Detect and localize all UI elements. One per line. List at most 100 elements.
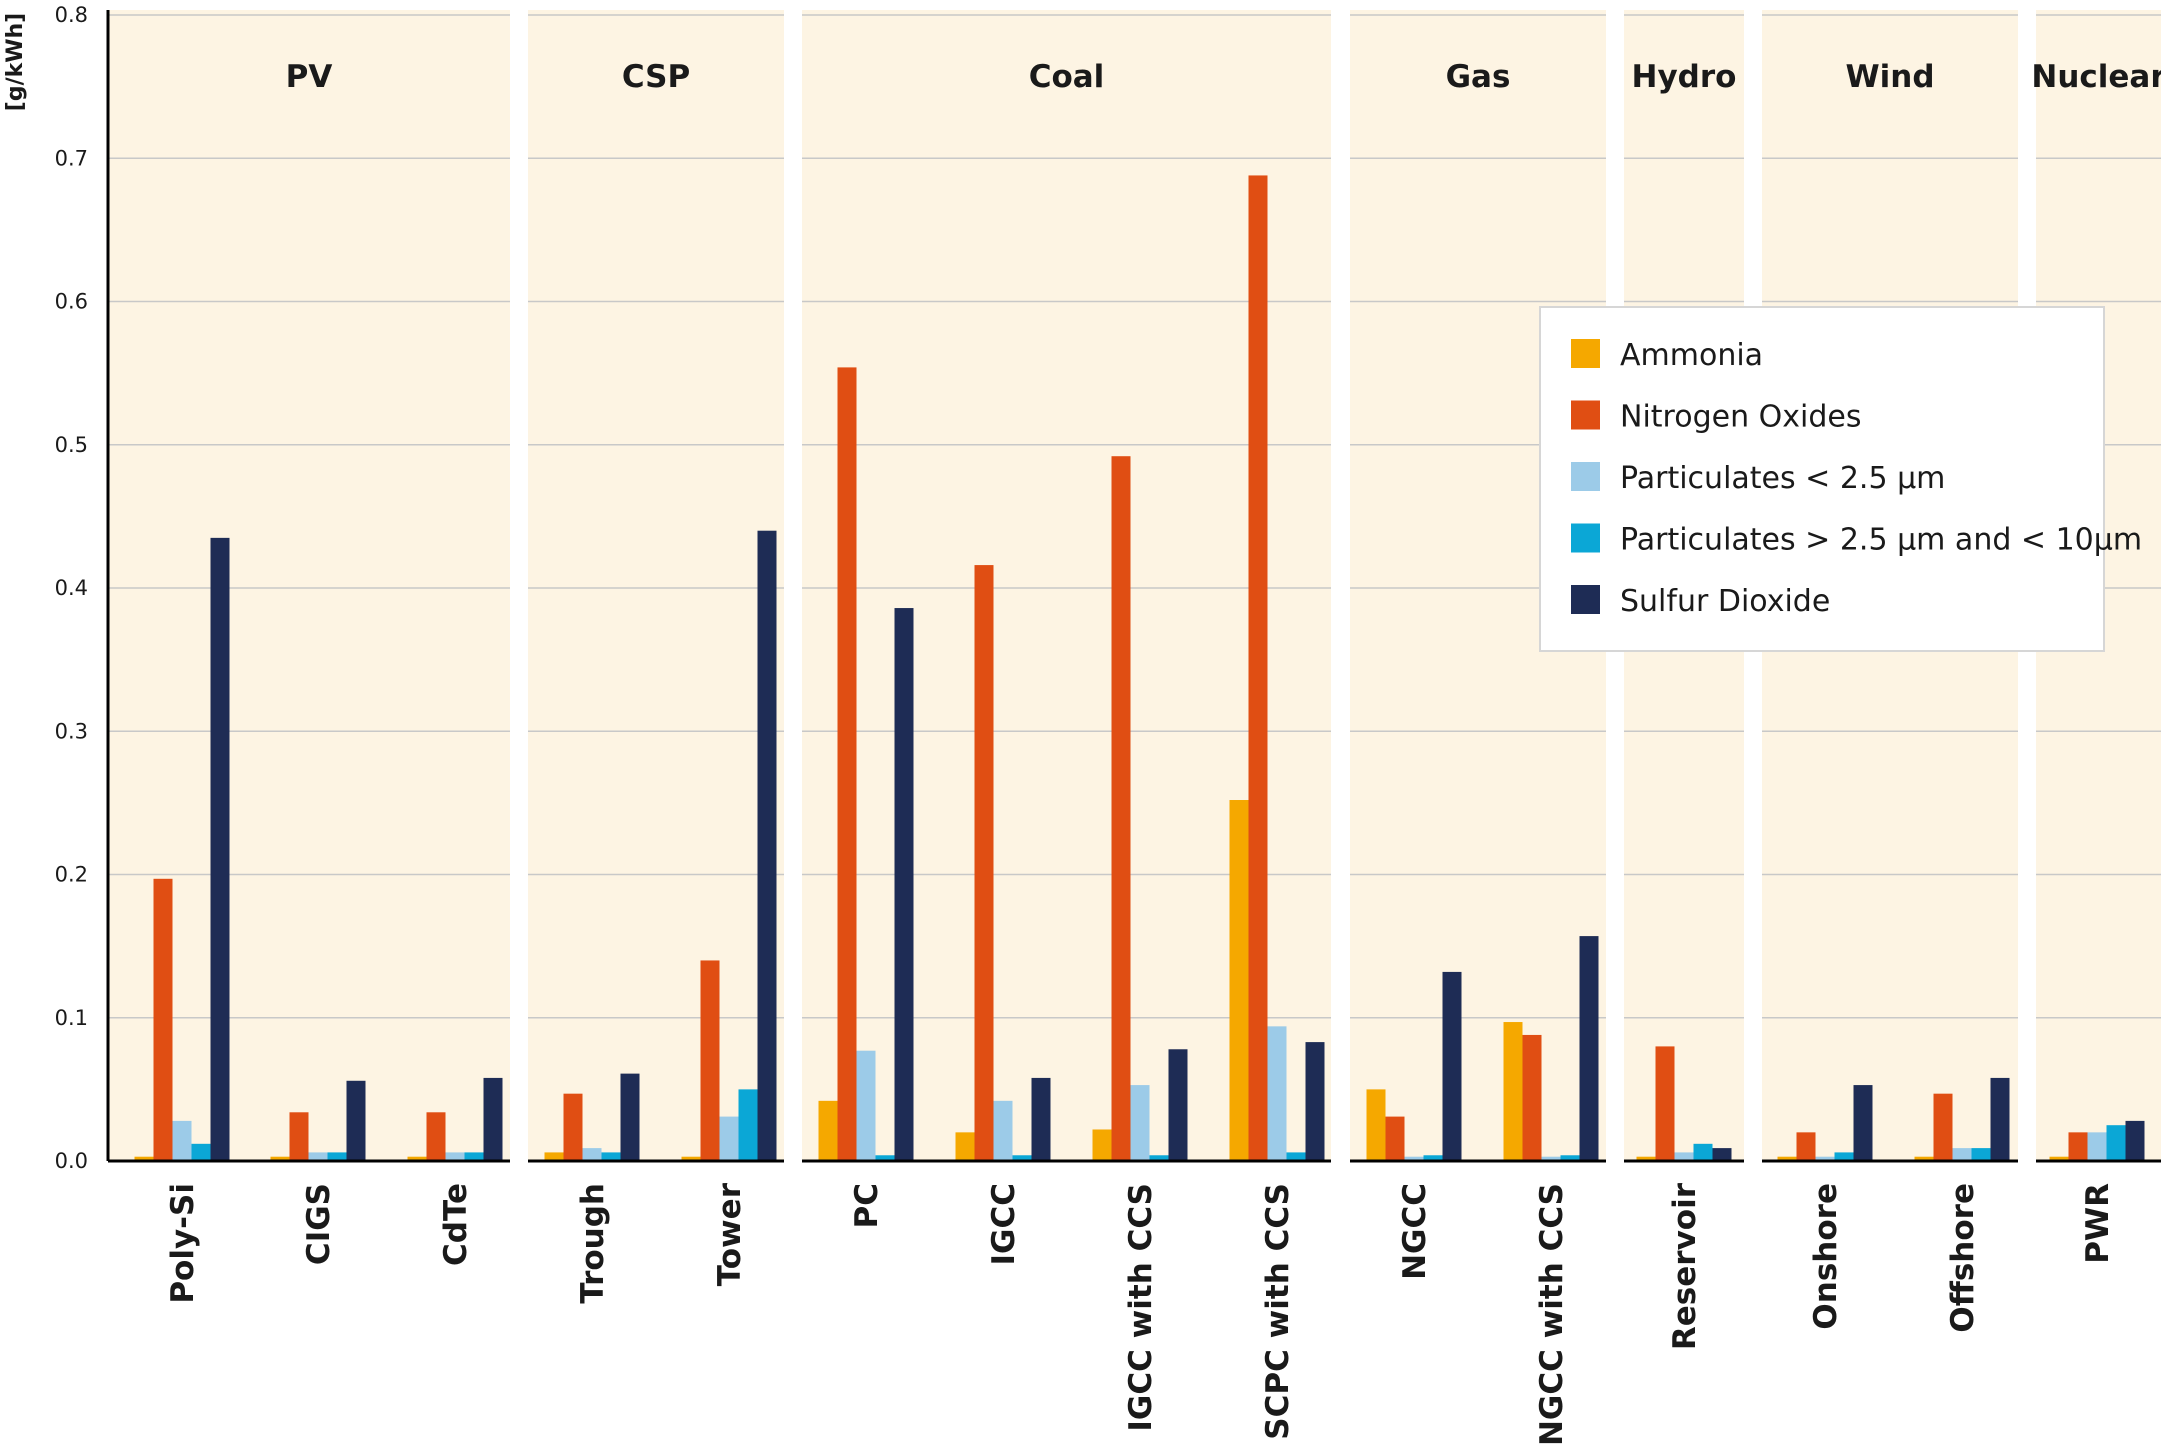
bar-igcc-with-ccs-particulates-2-5-m-and-10-m xyxy=(1149,1155,1169,1161)
bars xyxy=(134,175,2145,1162)
bar-ngcc-ammonia xyxy=(1366,1089,1386,1161)
category-label-pwr: PWR xyxy=(2080,1183,2116,1264)
legend-swatch-particulates-2-5-m-and-10-m xyxy=(1571,523,1600,553)
bar-ngcc-sulfur-dioxide xyxy=(1442,971,1462,1161)
bar-scpc-with-ccs-nitrogen-oxides xyxy=(1248,175,1268,1161)
bar-trough-nitrogen-oxides xyxy=(563,1093,583,1161)
bar-poly-si-sulfur-dioxide xyxy=(210,537,230,1161)
bar-ngcc-nitrogen-oxides xyxy=(1385,1116,1405,1161)
group-label-csp: CSP xyxy=(622,59,690,95)
bar-cigs-sulfur-dioxide xyxy=(346,1080,366,1161)
legend-label-sulfur-dioxide: Sulfur Dioxide xyxy=(1620,584,1830,619)
bar-offshore-particulates-2-5-m xyxy=(1952,1148,1972,1161)
legend-swatch-sulfur-dioxide xyxy=(1571,585,1600,614)
bar-cdte-ammonia xyxy=(407,1156,427,1161)
category-label-cdte: CdTe xyxy=(438,1183,474,1266)
bar-tower-sulfur-dioxide xyxy=(757,530,777,1161)
bar-cdte-sulfur-dioxide xyxy=(483,1077,503,1161)
bar-igcc-ammonia xyxy=(955,1132,975,1161)
group-label-gas: Gas xyxy=(1446,59,1511,95)
bar-ngcc-particulates-2-5-m xyxy=(1404,1156,1424,1161)
bar-igcc-with-ccs-sulfur-dioxide xyxy=(1168,1049,1188,1161)
bar-onshore-ammonia xyxy=(1777,1156,1797,1161)
bar-trough-particulates-2-5-m-and-10-m xyxy=(601,1152,621,1161)
bar-ngcc-with-ccs-sulfur-dioxide xyxy=(1579,936,1599,1161)
bar-ngcc-particulates-2-5-m-and-10-m xyxy=(1423,1155,1443,1161)
y-tick-label: 0.3 xyxy=(55,719,88,743)
bar-tower-particulates-2-5-m-and-10-m xyxy=(738,1089,758,1161)
bar-ngcc-with-ccs-nitrogen-oxides xyxy=(1522,1034,1542,1161)
bar-tower-ammonia xyxy=(681,1156,701,1161)
bar-scpc-with-ccs-sulfur-dioxide xyxy=(1305,1042,1325,1161)
bar-reservoir-particulates-2-5-m-and-10-m xyxy=(1693,1143,1713,1161)
panel-csp xyxy=(528,10,784,1161)
bar-poly-si-nitrogen-oxides xyxy=(153,878,173,1161)
bar-pwr-nitrogen-oxides xyxy=(2068,1132,2088,1161)
y-tick-label: 0.4 xyxy=(55,576,88,600)
bar-cdte-particulates-2-5-m-and-10-m xyxy=(464,1152,484,1161)
y-tick-label: 0.2 xyxy=(55,863,88,887)
category-label-ngcc-with-ccs: NGCC with CCS xyxy=(1534,1183,1570,1444)
legend-label-ammonia: Ammonia xyxy=(1620,338,1763,373)
bar-igcc-sulfur-dioxide xyxy=(1031,1077,1051,1161)
bar-ngcc-with-ccs-particulates-2-5-m xyxy=(1541,1156,1561,1161)
group-label-nuclear: Nuclear xyxy=(2031,59,2161,95)
bar-scpc-with-ccs-particulates-2-5-m-and-10-m xyxy=(1286,1152,1306,1161)
bar-pwr-particulates-2-5-m-and-10-m xyxy=(2106,1125,2126,1161)
bar-cigs-ammonia xyxy=(270,1156,290,1161)
bar-scpc-with-ccs-particulates-2-5-m xyxy=(1267,1026,1287,1161)
bar-reservoir-ammonia xyxy=(1636,1156,1656,1161)
bar-reservoir-nitrogen-oxides xyxy=(1655,1046,1675,1161)
bar-trough-ammonia xyxy=(544,1152,564,1161)
bar-poly-si-ammonia xyxy=(134,1156,154,1161)
bar-onshore-particulates-2-5-m xyxy=(1815,1156,1835,1161)
y-tick-label: 0.1 xyxy=(55,1006,88,1030)
bar-poly-si-particulates-2-5-m xyxy=(172,1120,192,1161)
legend: Ammonia Nitrogen Oxides Particulates < 2.5… xyxy=(1539,306,2142,652)
bar-reservoir-sulfur-dioxide xyxy=(1712,1148,1732,1161)
y-tick-label: 0.8 xyxy=(55,3,88,27)
category-label-igcc-with-ccs: IGCC with CCS xyxy=(1123,1183,1159,1432)
bar-trough-particulates-2-5-m xyxy=(582,1148,602,1161)
bar-cigs-nitrogen-oxides xyxy=(289,1112,309,1161)
bar-onshore-particulates-2-5-m-and-10-m xyxy=(1834,1152,1854,1161)
y-tick-label: 0.0 xyxy=(55,1149,88,1173)
bar-onshore-sulfur-dioxide xyxy=(1853,1085,1873,1161)
bar-igcc-with-ccs-particulates-2-5-m xyxy=(1130,1085,1150,1161)
bar-offshore-nitrogen-oxides xyxy=(1933,1093,1953,1161)
legend-box xyxy=(1539,306,2105,652)
y-axis-label: [g/kWh] xyxy=(3,13,28,111)
y-axis: 0.0 0.1 0.2 0.3 0.4 0.5 0.6 0.7 0.8 xyxy=(55,3,110,1173)
panel-pv xyxy=(108,10,510,1161)
bar-cdte-particulates-2-5-m xyxy=(445,1152,465,1161)
category-label-ngcc: NGCC xyxy=(1397,1183,1433,1280)
bar-offshore-sulfur-dioxide xyxy=(1990,1077,2010,1161)
y-tick-label: 0.6 xyxy=(55,290,88,314)
gridlines xyxy=(108,14,2161,1019)
bar-ngcc-with-ccs-ammonia xyxy=(1503,1022,1523,1161)
category-label-onshore: Onshore xyxy=(1808,1183,1844,1330)
bar-pc-nitrogen-oxides xyxy=(837,367,857,1161)
legend-swatch-nitrogen-oxides xyxy=(1571,400,1600,430)
bar-ngcc-with-ccs-particulates-2-5-m-and-10-m xyxy=(1560,1155,1580,1161)
group-labels: PV CSP Coal Gas Hydro Wind Nuclear xyxy=(286,59,2161,95)
legend-swatch-particulates-2-5-m xyxy=(1571,462,1600,491)
category-label-pc: PC xyxy=(849,1183,885,1228)
group-label-pv: PV xyxy=(286,59,333,95)
bar-igcc-nitrogen-oxides xyxy=(974,565,994,1161)
bar-offshore-ammonia xyxy=(1914,1156,1934,1161)
bar-igcc-particulates-2-5-m-and-10-m xyxy=(1012,1155,1032,1161)
bar-pc-sulfur-dioxide xyxy=(894,608,914,1161)
category-label-scpc-with-ccs: SCPC with CCS xyxy=(1260,1183,1296,1440)
bar-cigs-particulates-2-5-m xyxy=(308,1152,328,1161)
bar-cdte-nitrogen-oxides xyxy=(426,1112,446,1161)
bar-pwr-particulates-2-5-m xyxy=(2087,1132,2107,1161)
category-label-reservoir: Reservoir xyxy=(1667,1182,1703,1350)
bar-offshore-particulates-2-5-m-and-10-m xyxy=(1971,1148,1991,1161)
legend-swatch-ammonia xyxy=(1571,339,1600,368)
category-label-tower: Tower xyxy=(712,1182,748,1286)
legend-label-particulates-2-5-m-and-10-m: Particulates > 2.5 µm and < 10µm xyxy=(1620,523,2142,558)
bar-pwr-sulfur-dioxide xyxy=(2125,1120,2145,1161)
group-label-coal: Coal xyxy=(1029,59,1105,95)
y-tick-label: 0.5 xyxy=(55,433,88,457)
